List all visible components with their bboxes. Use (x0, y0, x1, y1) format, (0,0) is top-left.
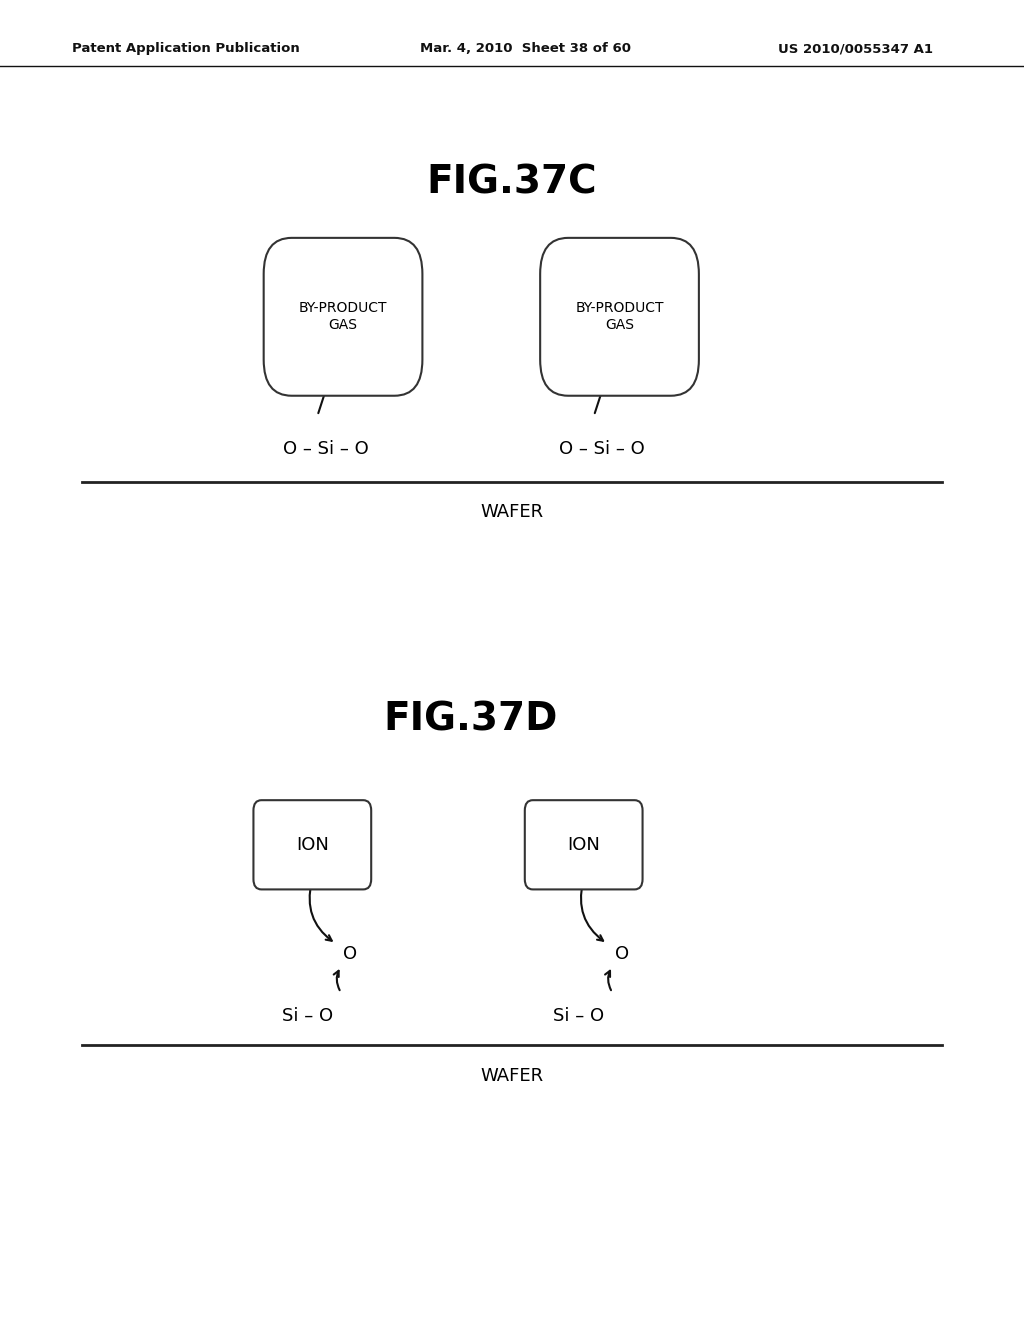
FancyBboxPatch shape (264, 238, 422, 396)
Text: Si – O: Si – O (553, 1007, 604, 1026)
Text: WAFER: WAFER (480, 1067, 544, 1085)
Text: Patent Application Publication: Patent Application Publication (72, 42, 299, 55)
Text: FIG.37D: FIG.37D (384, 701, 558, 738)
FancyBboxPatch shape (524, 800, 643, 890)
FancyBboxPatch shape (253, 800, 371, 890)
Text: O – Si – O: O – Si – O (283, 440, 369, 458)
Text: O – Si – O: O – Si – O (559, 440, 645, 458)
Text: BY-PRODUCT
GAS: BY-PRODUCT GAS (575, 301, 664, 333)
Text: Si – O: Si – O (282, 1007, 333, 1026)
Text: WAFER: WAFER (480, 503, 544, 521)
Text: FIG.37C: FIG.37C (427, 164, 597, 201)
Text: BY-PRODUCT
GAS: BY-PRODUCT GAS (299, 301, 387, 333)
Text: O: O (343, 945, 357, 964)
Text: Mar. 4, 2010  Sheet 38 of 60: Mar. 4, 2010 Sheet 38 of 60 (420, 42, 631, 55)
Text: O: O (614, 945, 629, 964)
FancyBboxPatch shape (541, 238, 698, 396)
Text: ION: ION (296, 836, 329, 854)
Text: ION: ION (567, 836, 600, 854)
Text: US 2010/0055347 A1: US 2010/0055347 A1 (778, 42, 933, 55)
